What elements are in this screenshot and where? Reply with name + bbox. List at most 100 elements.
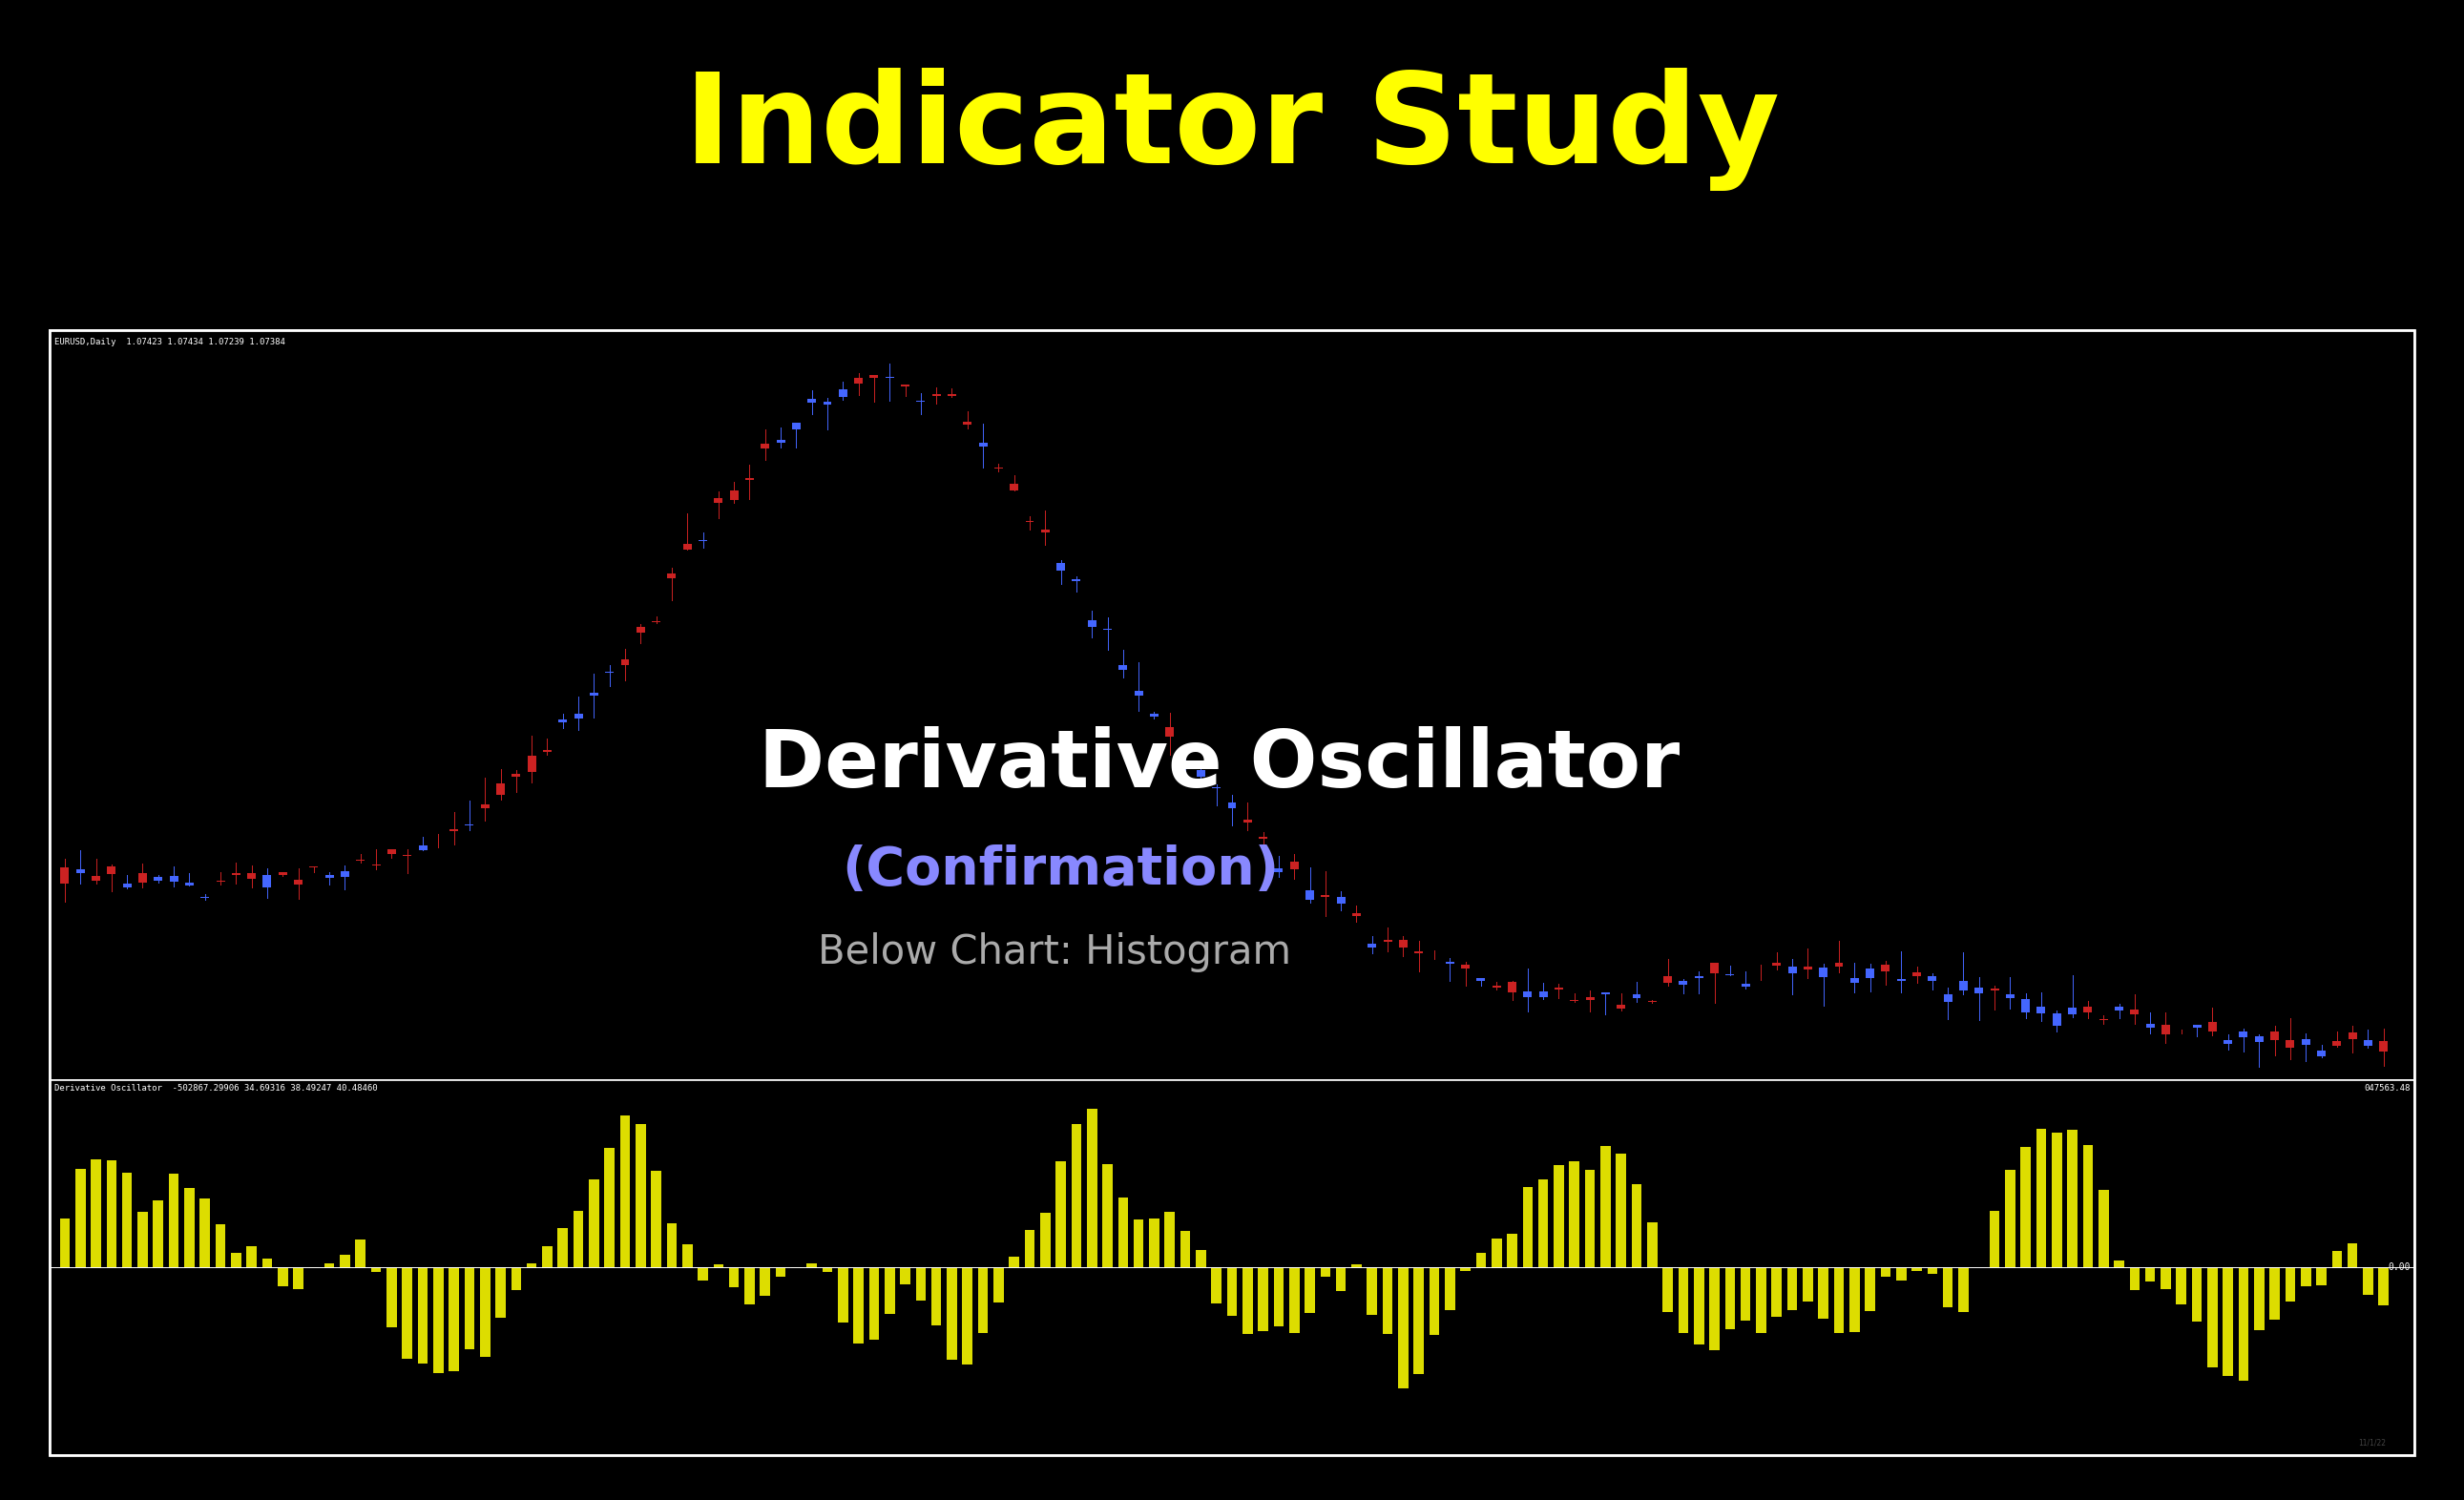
- Bar: [2129, 1268, 2139, 1290]
- Bar: [1865, 968, 1875, 978]
- Bar: [434, 1268, 444, 1373]
- Bar: [978, 442, 988, 447]
- Bar: [1850, 978, 1858, 982]
- Bar: [1602, 1146, 1611, 1268]
- Bar: [2176, 1268, 2186, 1305]
- Bar: [1133, 692, 1143, 696]
- Bar: [1151, 714, 1158, 717]
- Bar: [1321, 1268, 1331, 1276]
- Bar: [278, 1268, 288, 1287]
- Bar: [1710, 1268, 1720, 1350]
- Bar: [729, 490, 739, 500]
- Text: Indicator Study: Indicator Study: [685, 68, 1779, 190]
- Bar: [2287, 1040, 2294, 1047]
- Bar: [108, 867, 116, 874]
- Bar: [2284, 1268, 2296, 1302]
- Bar: [1306, 891, 1313, 900]
- Bar: [1523, 992, 1533, 998]
- Bar: [185, 1188, 195, 1268]
- Bar: [1289, 1268, 1299, 1332]
- Bar: [1897, 1268, 1907, 1281]
- Bar: [2316, 1268, 2326, 1286]
- Bar: [1836, 963, 1843, 968]
- Bar: [1382, 939, 1392, 942]
- Bar: [902, 384, 909, 387]
- Bar: [2363, 1268, 2373, 1294]
- Bar: [138, 1212, 148, 1268]
- Bar: [1195, 1250, 1205, 1268]
- Bar: [232, 873, 241, 876]
- Bar: [1555, 1166, 1565, 1268]
- Bar: [1523, 1186, 1533, 1268]
- Bar: [1663, 1268, 1673, 1312]
- Bar: [2067, 1130, 2077, 1268]
- Bar: [1491, 1239, 1501, 1268]
- Bar: [744, 1268, 754, 1305]
- Bar: [1259, 1268, 1269, 1332]
- Bar: [978, 1268, 988, 1334]
- Bar: [2378, 1268, 2388, 1305]
- Bar: [355, 1240, 365, 1268]
- Bar: [838, 1268, 848, 1322]
- Bar: [1382, 1268, 1392, 1334]
- Bar: [2316, 1050, 2326, 1056]
- Bar: [1944, 995, 1951, 1002]
- Bar: [2208, 1268, 2218, 1367]
- Bar: [1988, 1210, 2001, 1268]
- Bar: [1865, 1268, 1875, 1311]
- Bar: [917, 1268, 926, 1300]
- Bar: [1335, 897, 1345, 903]
- Bar: [1725, 1268, 1735, 1329]
- Bar: [387, 849, 397, 854]
- Bar: [1072, 1124, 1082, 1268]
- Bar: [2208, 1022, 2218, 1032]
- Bar: [1198, 770, 1205, 777]
- Text: Derivative Oscillator  -502867.29906 34.69316 38.49247 40.48460: Derivative Oscillator -502867.29906 34.6…: [54, 1083, 377, 1092]
- Bar: [76, 1168, 86, 1268]
- Bar: [91, 1160, 101, 1268]
- Bar: [2006, 1170, 2016, 1268]
- Bar: [1882, 965, 1890, 972]
- Bar: [246, 873, 256, 879]
- Bar: [636, 627, 646, 633]
- Bar: [200, 1198, 209, 1268]
- Bar: [2237, 1268, 2250, 1380]
- Bar: [683, 1245, 692, 1268]
- Bar: [2193, 1025, 2200, 1028]
- Bar: [1414, 1268, 1424, 1374]
- Bar: [1461, 965, 1469, 969]
- Bar: [1148, 1218, 1158, 1268]
- Bar: [668, 574, 675, 579]
- Bar: [1850, 1268, 1860, 1332]
- Bar: [325, 874, 333, 877]
- Bar: [123, 1173, 133, 1268]
- Bar: [1101, 1164, 1114, 1268]
- Bar: [2301, 1040, 2311, 1046]
- Bar: [1540, 992, 1547, 998]
- Bar: [1570, 1161, 1579, 1268]
- Bar: [185, 882, 195, 885]
- Bar: [1974, 987, 1984, 993]
- Bar: [2020, 1148, 2030, 1268]
- Text: EURUSD,Daily  1.07423 1.07434 1.07239 1.07384: EURUSD,Daily 1.07423 1.07434 1.07239 1.0…: [54, 338, 286, 346]
- Bar: [1555, 989, 1562, 990]
- Bar: [1368, 944, 1377, 948]
- Bar: [293, 879, 303, 885]
- Bar: [2269, 1032, 2279, 1039]
- Bar: [2146, 1025, 2154, 1028]
- Bar: [1959, 1268, 1969, 1312]
- Bar: [2099, 1190, 2109, 1268]
- Bar: [946, 1268, 956, 1359]
- Bar: [153, 877, 163, 880]
- Bar: [2331, 1251, 2341, 1268]
- Bar: [1631, 995, 1641, 999]
- Text: (Confirmation): (Confirmation): [843, 844, 1279, 896]
- Bar: [870, 1268, 880, 1340]
- Bar: [1057, 562, 1064, 570]
- Bar: [1087, 1109, 1096, 1268]
- Bar: [1476, 978, 1486, 981]
- Bar: [510, 1268, 522, 1290]
- Bar: [1508, 983, 1515, 993]
- Bar: [542, 1245, 552, 1268]
- Bar: [1663, 977, 1673, 984]
